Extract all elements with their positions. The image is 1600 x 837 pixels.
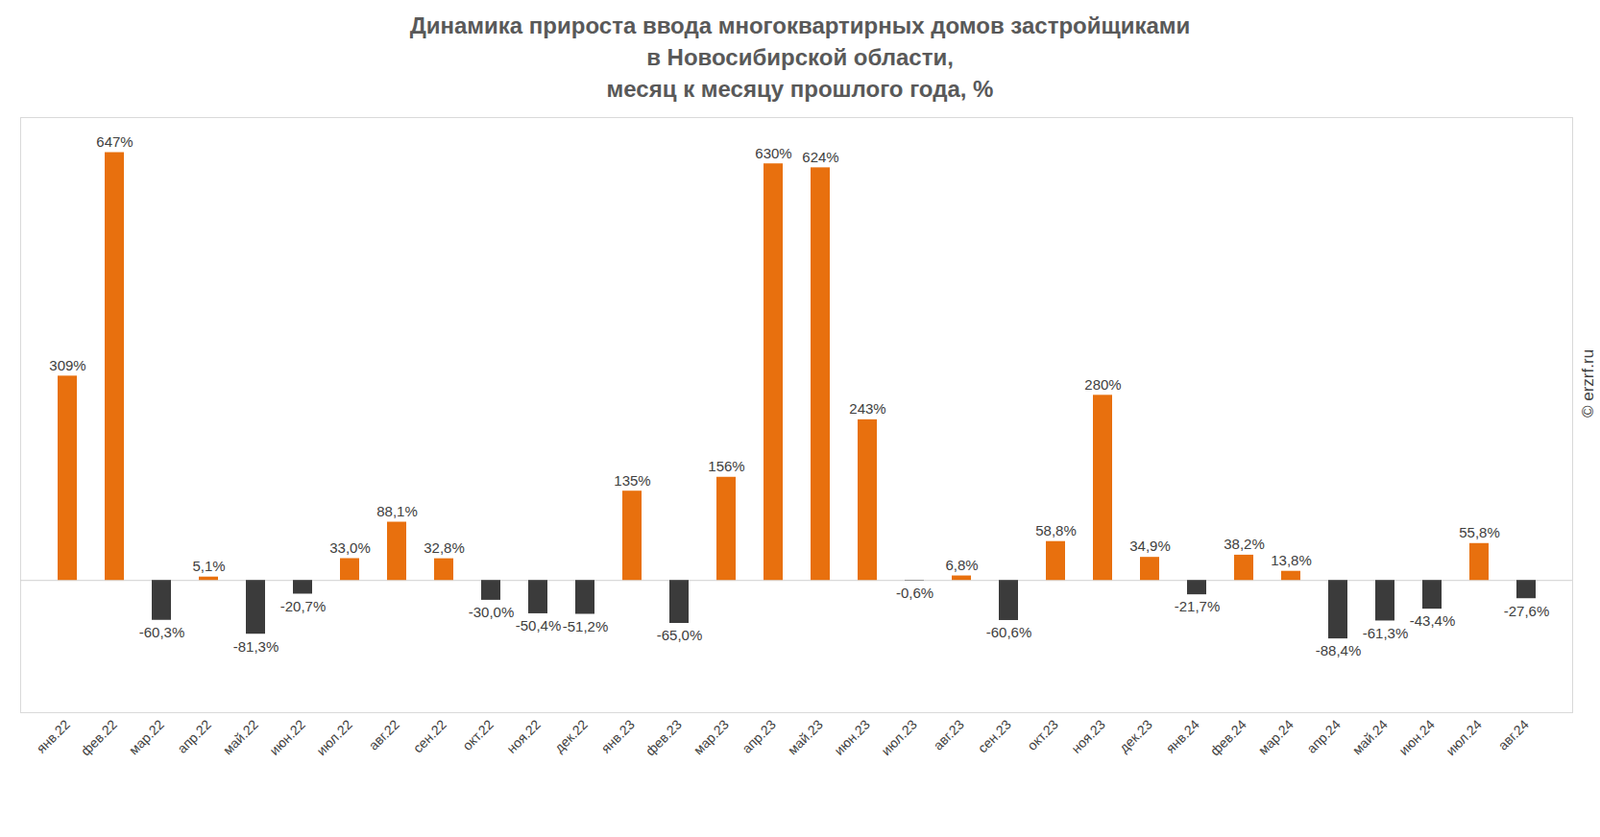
- svg-text:апр.23: апр.23: [738, 716, 779, 757]
- svg-text:-27,6%: -27,6%: [1503, 603, 1551, 620]
- svg-text:окт.22: окт.22: [459, 716, 497, 754]
- svg-text:33,0%: 33,0%: [329, 539, 371, 557]
- svg-text:-43,4%: -43,4%: [1409, 612, 1456, 630]
- svg-text:34,9%: 34,9%: [1129, 537, 1171, 555]
- svg-text:647%: 647%: [96, 133, 133, 150]
- svg-text:135%: 135%: [613, 472, 651, 489]
- svg-text:янв.24: янв.24: [1163, 716, 1203, 756]
- svg-text:6,8%: 6,8%: [945, 557, 978, 574]
- svg-text:апр.24: апр.24: [1303, 716, 1344, 757]
- svg-text:55,8%: 55,8%: [1458, 524, 1501, 541]
- svg-text:88,1%: 88,1%: [376, 503, 418, 520]
- svg-text:-60,6%: -60,6%: [986, 624, 1033, 641]
- svg-text:фев.24: фев.24: [1207, 716, 1250, 759]
- svg-text:-81,3%: -81,3%: [233, 638, 280, 655]
- html-text:© erzrf.ru: © erzrf.ru: [1578, 349, 1598, 418]
- svg-text:-21,7%: -21,7%: [1174, 598, 1221, 615]
- svg-text:мар.22: мар.22: [125, 716, 168, 758]
- svg-text:-51,2%: -51,2%: [562, 618, 609, 635]
- svg-text:156%: 156%: [707, 458, 745, 475]
- svg-text:мар.24: мар.24: [1255, 716, 1297, 758]
- svg-text:309%: 309%: [48, 357, 86, 374]
- svg-text:июн.23: июн.23: [830, 716, 873, 759]
- svg-text:авг.23: авг.23: [930, 716, 968, 753]
- svg-text:июл.23: июл.23: [877, 716, 921, 759]
- html-text:Динамика прироста ввода многок: Динамика прироста ввода многоквартирных …: [409, 12, 1191, 102]
- svg-text:624%: 624%: [801, 148, 839, 166]
- svg-text:дек.23: дек.23: [1115, 716, 1156, 756]
- svg-text:июн.24: июн.24: [1395, 716, 1438, 759]
- svg-text:янв.22: янв.22: [33, 716, 73, 756]
- svg-text:янв.23: янв.23: [598, 716, 638, 756]
- svg-text:фев.22: фев.22: [77, 716, 121, 759]
- svg-text:фев.23: фев.23: [642, 716, 685, 759]
- svg-text:5,1%: 5,1%: [192, 557, 225, 575]
- svg-text:38,2%: 38,2%: [1223, 535, 1265, 553]
- svg-text:сен.22: сен.22: [410, 716, 450, 756]
- svg-text:май.24: май.24: [1349, 716, 1391, 758]
- svg-text:апр.22: апр.22: [173, 716, 215, 757]
- svg-text:мар.23: мар.23: [690, 716, 732, 758]
- svg-text:май.23: май.23: [784, 716, 826, 758]
- svg-text:-0,6%: -0,6%: [896, 584, 934, 602]
- svg-text:630%: 630%: [754, 145, 792, 162]
- svg-text:58,8%: 58,8%: [1035, 522, 1077, 539]
- svg-text:280%: 280%: [1084, 376, 1121, 393]
- svg-text:-60,3%: -60,3%: [139, 624, 186, 641]
- svg-text:-61,3%: -61,3%: [1362, 625, 1409, 642]
- svg-text:сен.23: сен.23: [974, 716, 1015, 756]
- svg-text:июл.22: июл.22: [313, 716, 356, 759]
- svg-text:13,8%: 13,8%: [1270, 552, 1312, 569]
- svg-text:дек.22: дек.22: [551, 716, 591, 756]
- svg-text:авг.22: авг.22: [365, 716, 403, 753]
- svg-text:-65,0%: -65,0%: [656, 627, 704, 644]
- svg-text:май.22: май.22: [219, 716, 262, 758]
- svg-text:ноя.22: ноя.22: [503, 716, 544, 757]
- svg-text:окт.23: окт.23: [1023, 716, 1062, 754]
- svg-text:июн.22: июн.22: [266, 716, 309, 759]
- svg-text:-50,4%: -50,4%: [515, 617, 562, 634]
- svg-text:32,8%: 32,8%: [423, 539, 465, 557]
- svg-text:ноя.23: ноя.23: [1067, 716, 1109, 757]
- svg-text:-88,4%: -88,4%: [1315, 642, 1362, 659]
- svg-text:июл.24: июл.24: [1442, 716, 1485, 759]
- svg-text:-30,0%: -30,0%: [468, 604, 515, 621]
- svg-text:243%: 243%: [848, 400, 886, 417]
- svg-text:авг.24: авг.24: [1495, 716, 1532, 753]
- svg-text:-20,7%: -20,7%: [280, 598, 327, 615]
